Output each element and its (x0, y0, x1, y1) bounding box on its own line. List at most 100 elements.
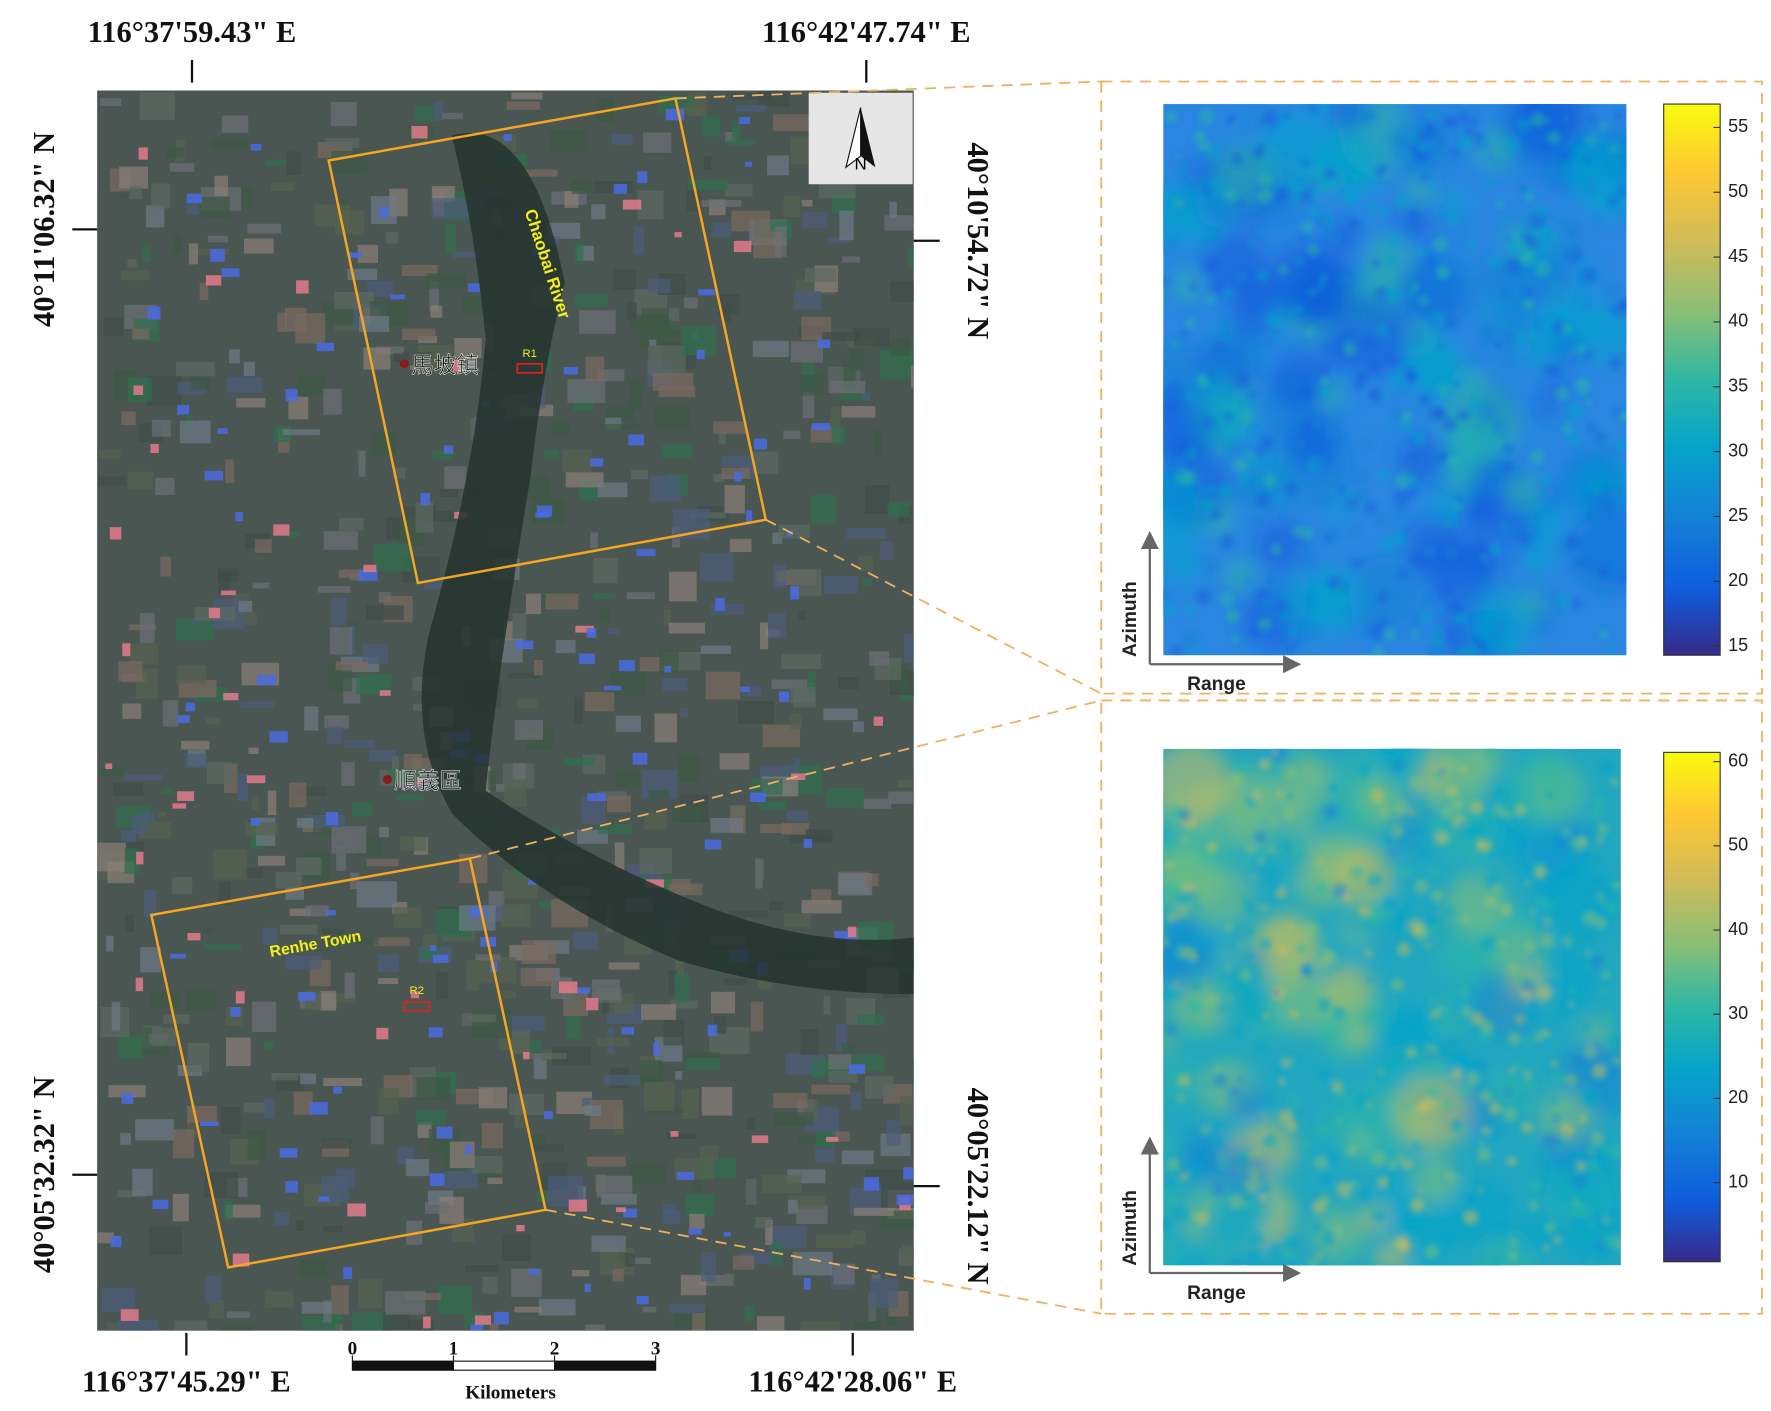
coord-label: 40°11'06.32" N (27, 132, 61, 327)
terrain-patch (436, 972, 448, 1000)
roof (896, 1194, 914, 1206)
heatmap-speckle-dot (1209, 507, 1222, 520)
heatmap-speckle-dot (1214, 341, 1224, 351)
heatmap-speckle-dot (1349, 865, 1364, 880)
heatmap-speckle-dot (1327, 576, 1340, 589)
heatmap-speckle-dot (1311, 1221, 1323, 1233)
roof (298, 992, 316, 1001)
heatmap-speckle-dot (1508, 1067, 1515, 1074)
terrain-patch (771, 679, 808, 689)
roof (604, 685, 622, 691)
terrain-patch (227, 377, 263, 393)
terrain-patch (356, 673, 392, 695)
heatmap-speckle-dot (1408, 775, 1423, 790)
terrain-patch (531, 1144, 564, 1152)
terrain-patch (831, 193, 855, 214)
heatmap-speckle-dot (1219, 591, 1234, 606)
roof (670, 1131, 679, 1137)
heatmap-speckle-dot (1175, 441, 1189, 456)
terrain-patch (751, 451, 779, 474)
colorbar-tick-label: 30 (1728, 440, 1748, 460)
terrain-patch (805, 829, 833, 841)
terrain-patch (624, 1252, 636, 1267)
roof (811, 423, 831, 431)
heatmap-speckle-dot (1250, 873, 1258, 881)
heatmap-speckle-dot (1276, 790, 1283, 798)
heatmap-speckle-dot (1376, 514, 1389, 527)
terrain-patch (773, 1092, 808, 1109)
terrain-patch (425, 1202, 449, 1214)
terrain-patch (910, 365, 914, 388)
heatmap-speckle-dot (1411, 281, 1420, 289)
region-label: R2 (410, 985, 424, 997)
terrain-patch (912, 745, 914, 766)
heatmap-speckle-dot (1241, 895, 1248, 902)
heatmap-speckle-dot (1328, 783, 1339, 794)
heatmap-speckle-dot (1290, 178, 1306, 194)
terrain-patch (807, 671, 816, 694)
heatmap-speckle-dot (1212, 1073, 1228, 1088)
roof (205, 275, 222, 286)
heatmap-speckle (1163, 104, 1627, 656)
terrain-patch (784, 913, 812, 928)
roof (586, 997, 599, 1011)
roof (217, 428, 228, 434)
heatmap-speckle-dot (1590, 808, 1603, 821)
heatmap-speckle-dot (1332, 1006, 1346, 1020)
terrain-patch (732, 1255, 755, 1270)
heatmap-speckle-dot (1196, 1208, 1205, 1217)
terrain-patch (317, 586, 351, 593)
coord-label: 40°10'54.72" N (961, 142, 995, 339)
heatmap-speckle-dot (1235, 373, 1249, 387)
heatmap-speckle-dot (1203, 258, 1219, 275)
heatmap-speckle-dot (1425, 248, 1438, 262)
terrain-patch (163, 1014, 190, 1024)
heatmap-speckle-dot (1367, 202, 1380, 215)
heatmap-speckle-dot (1370, 1121, 1380, 1130)
heatmap-speckle-dot (1617, 298, 1627, 314)
terrain-patch (393, 353, 402, 362)
heatmap-speckle-dot (1245, 927, 1255, 937)
terrain-patch (530, 1134, 546, 1147)
roof (734, 471, 742, 482)
heatmap-speckle-dot (1206, 841, 1218, 853)
heatmap-speckle-dot (1265, 1225, 1275, 1235)
heatmap-speckle-dot (1498, 939, 1508, 949)
terrain-patch (712, 222, 732, 237)
heatmap-speckle-dot (1543, 1245, 1550, 1252)
terrain-patch (117, 1319, 158, 1331)
roof (349, 252, 362, 258)
terrain-patch (152, 1027, 177, 1047)
heatmap-speckle-dot (1467, 239, 1478, 250)
heatmap-speckle-dot (1609, 143, 1619, 154)
terrain-patch (221, 1325, 254, 1331)
terrain-patch (726, 139, 755, 146)
heatmap-speckle-dot (1571, 598, 1583, 610)
heatmap-speckle-dot (1502, 137, 1518, 153)
heatmap-speckle-dot (1171, 646, 1183, 656)
heatmap-speckle-dot (1512, 814, 1520, 822)
terrain-patch (205, 717, 221, 725)
terrain-patch (607, 628, 620, 635)
roof (579, 653, 595, 665)
terrain-patch (762, 1174, 802, 1194)
terrain-patch (393, 907, 422, 928)
heatmap-blob (1311, 1207, 1366, 1261)
heatmap-speckle-dot (1224, 412, 1234, 422)
heatmap-speckle-dot (1544, 1221, 1557, 1233)
heatmap-speckle-dot (1604, 1062, 1610, 1068)
terrain-patch (745, 1305, 755, 1321)
heatmap-speckle-dot (1411, 1114, 1422, 1124)
heatmap-speckle-dot (1526, 1006, 1541, 1021)
roof (410, 991, 419, 999)
heatmap-speckle-dot (1445, 547, 1459, 561)
heatmap-speckle-dot (1168, 867, 1174, 873)
terrain-patch (475, 954, 501, 961)
roof (544, 1111, 553, 1120)
heatmap-speckle-dot (1451, 799, 1464, 812)
heatmap-speckle-dot (1324, 425, 1339, 440)
terrain-patch (801, 199, 813, 207)
heatmap-speckle-dot (1302, 305, 1309, 312)
terrain-patch (815, 1131, 836, 1147)
heatmap-speckle-dot (1544, 590, 1558, 603)
